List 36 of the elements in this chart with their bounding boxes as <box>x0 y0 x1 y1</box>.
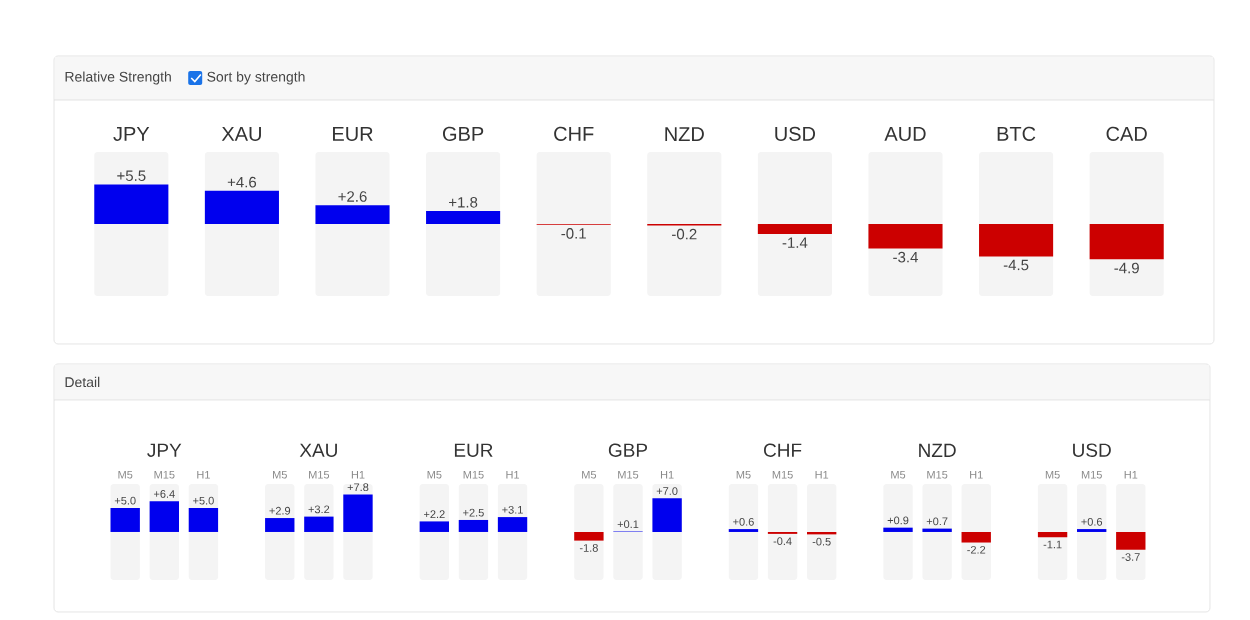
bar <box>204 190 279 224</box>
bar <box>94 184 169 224</box>
x-tick-label: XAU <box>299 443 337 457</box>
bar <box>265 518 295 532</box>
bar <box>304 516 334 532</box>
bar <box>419 521 450 532</box>
x-tick-label: CHF <box>764 443 802 457</box>
x-tick-label: JPY <box>147 443 182 457</box>
x-tick-label: JPY <box>113 126 150 141</box>
bar <box>497 517 528 532</box>
bar <box>315 205 390 224</box>
bar <box>979 223 1054 257</box>
bar <box>110 507 140 532</box>
bar <box>757 223 832 235</box>
bar <box>1116 531 1146 550</box>
bar <box>961 531 991 543</box>
x-tick-label: GBP <box>442 126 484 141</box>
bar <box>188 507 219 532</box>
bar <box>1089 223 1164 260</box>
x-tick-label: USD <box>775 126 816 141</box>
x-tick-label: NZD <box>919 443 956 457</box>
x-tick-label: CAD <box>1106 126 1147 141</box>
x-tick-label: AUD <box>884 126 926 141</box>
x-tick-label: USD <box>1073 443 1111 457</box>
bar <box>426 211 501 224</box>
x-tick-label: GBP <box>608 443 648 457</box>
bar <box>574 531 604 541</box>
bar <box>1037 531 1068 538</box>
x-tick-label: CHF <box>554 126 594 141</box>
x-tick-label: EUR <box>333 126 373 141</box>
bar <box>868 223 943 249</box>
x-tick-label: NZD <box>665 127 704 141</box>
bar <box>458 519 489 532</box>
x-tick-label: EUR <box>454 443 493 457</box>
x-tick-label: XAU <box>221 126 261 141</box>
x-tick-label: BTC <box>997 126 1036 141</box>
